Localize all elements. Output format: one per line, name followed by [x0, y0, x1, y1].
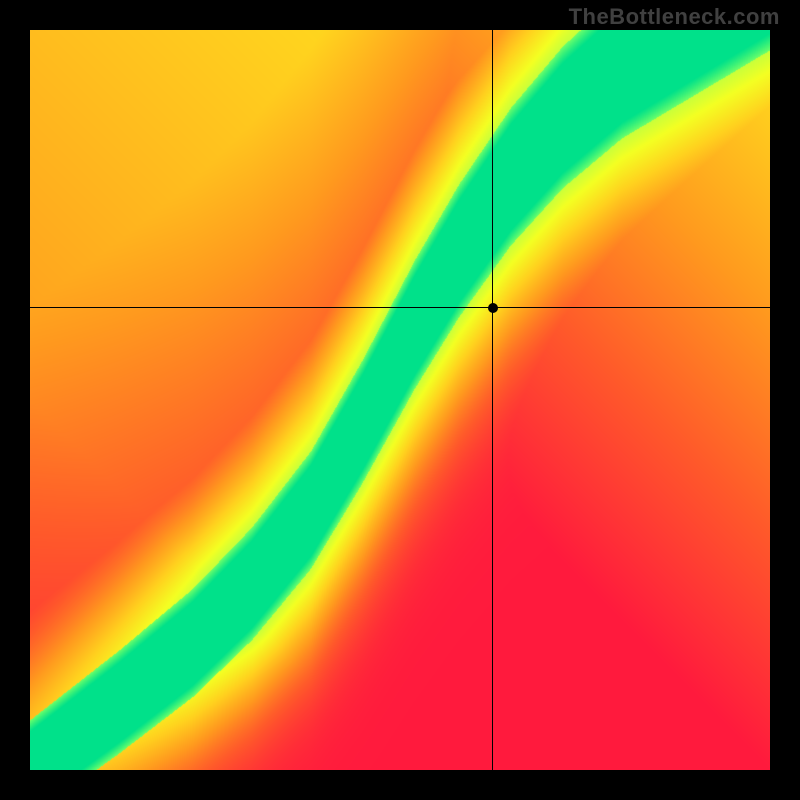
heatmap-canvas — [30, 30, 770, 770]
watermark-text: TheBottleneck.com — [569, 4, 780, 30]
crosshair-marker — [488, 303, 498, 313]
crosshair-horizontal — [30, 307, 770, 308]
crosshair-vertical — [492, 30, 493, 770]
plot-area — [30, 30, 770, 770]
